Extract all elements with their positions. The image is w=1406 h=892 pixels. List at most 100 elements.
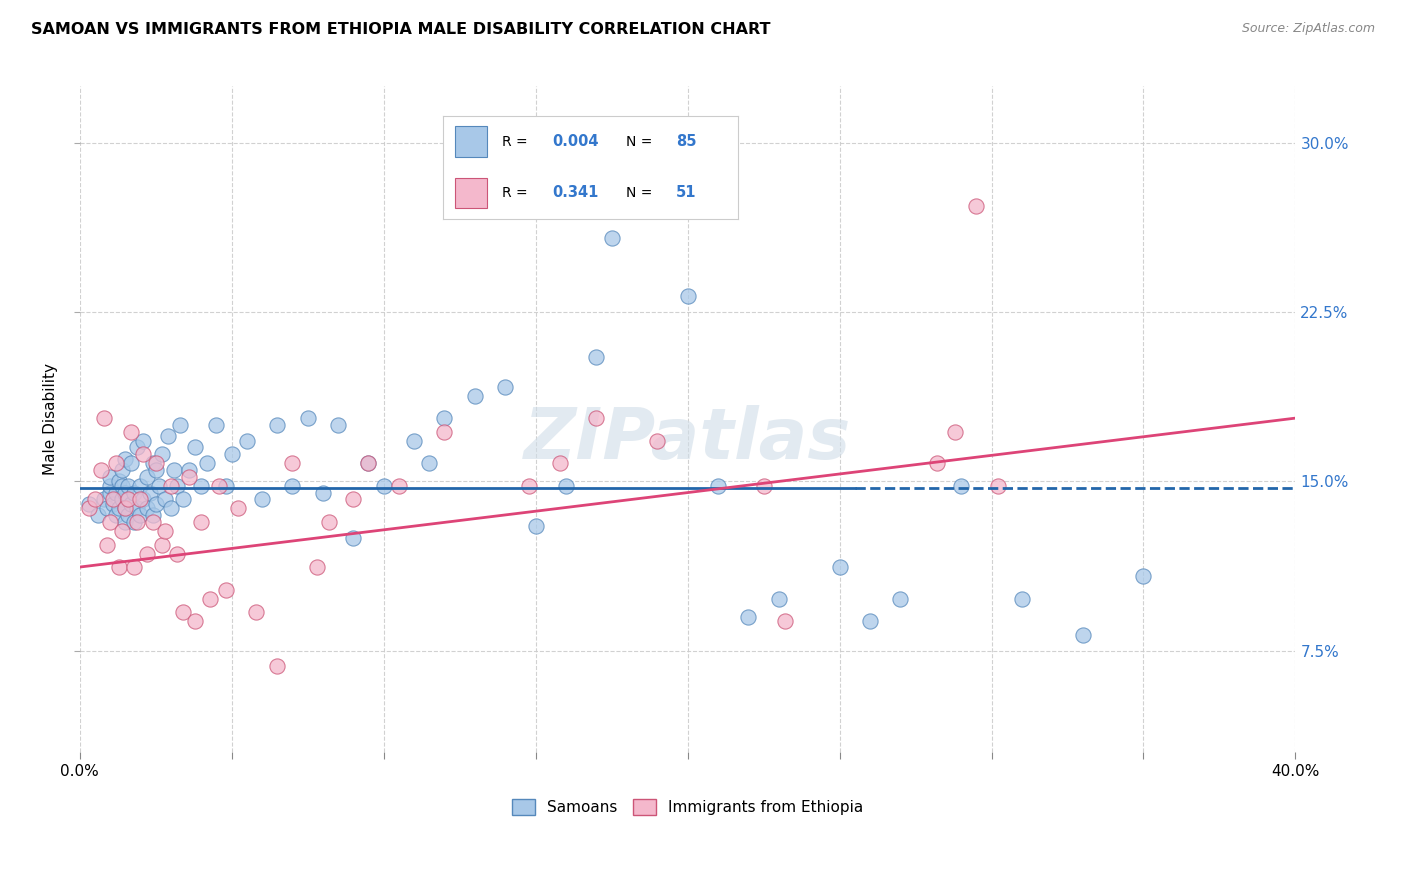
Point [105, 485, 128, 500]
Point [117, 479, 139, 493]
Point [555, 479, 578, 493]
Legend: Samoans, Immigrants from Ethiopia: Samoans, Immigrants from Ethiopia [506, 793, 869, 821]
Point [77, 501, 100, 516]
Point [163, 463, 186, 477]
Point [245, 605, 267, 619]
Point [114, 501, 136, 516]
Point [156, 429, 179, 443]
Point [172, 605, 194, 619]
Point [160, 479, 183, 493]
Point [433, 425, 456, 439]
Point [342, 492, 364, 507]
Bar [454, 178, 486, 208]
Point [90, 463, 112, 477]
Point [943, 425, 966, 439]
Point [1011, 591, 1033, 606]
Point [859, 614, 882, 628]
Point [114, 515, 136, 529]
Point [166, 479, 188, 493]
Point [388, 479, 411, 493]
Point [132, 492, 155, 507]
Point [169, 417, 191, 432]
Point [135, 501, 157, 516]
Point [108, 560, 131, 574]
Point [737, 609, 759, 624]
Point [120, 456, 142, 470]
Point [93, 492, 115, 507]
Point [357, 456, 380, 470]
Point [153, 524, 176, 538]
Point [342, 531, 364, 545]
Point [142, 456, 165, 470]
Point [150, 537, 173, 551]
Point [707, 479, 730, 493]
Point [83, 492, 105, 507]
Point [200, 591, 222, 606]
Text: ZIPatlas: ZIPatlas [524, 405, 851, 474]
Text: SAMOAN VS IMMIGRANTS FROM ETHIOPIA MALE DISABILITY CORRELATION CHART: SAMOAN VS IMMIGRANTS FROM ETHIOPIA MALE … [31, 22, 770, 37]
Point [357, 456, 380, 470]
Point [214, 582, 236, 597]
Text: Source: ZipAtlas.com: Source: ZipAtlas.com [1241, 22, 1375, 36]
Point [148, 479, 170, 493]
Point [1132, 569, 1154, 583]
Point [87, 508, 110, 523]
Point [548, 456, 571, 470]
Point [145, 497, 167, 511]
Point [773, 614, 796, 628]
Point [305, 560, 328, 574]
Point [124, 515, 146, 529]
Text: R =: R = [502, 135, 531, 149]
Text: N =: N = [626, 186, 657, 200]
Point [142, 508, 165, 523]
Point [828, 560, 851, 574]
Point [418, 456, 440, 470]
Text: N =: N = [626, 135, 657, 149]
Point [645, 434, 668, 448]
Point [768, 591, 790, 606]
Point [318, 515, 340, 529]
Point [132, 434, 155, 448]
Point [214, 479, 236, 493]
Point [177, 463, 200, 477]
Point [889, 591, 911, 606]
Point [96, 537, 118, 551]
Point [585, 411, 607, 425]
Point [98, 479, 121, 493]
Point [142, 515, 165, 529]
Point [250, 492, 273, 507]
Point [494, 379, 516, 393]
Point [184, 614, 207, 628]
Point [124, 485, 146, 500]
Text: 51: 51 [676, 186, 696, 201]
Point [676, 289, 699, 303]
Point [145, 456, 167, 470]
Point [190, 515, 212, 529]
Point [925, 456, 948, 470]
Point [114, 485, 136, 500]
Point [108, 475, 131, 489]
Point [987, 479, 1010, 493]
Point [326, 417, 349, 432]
Point [127, 515, 149, 529]
Point [120, 497, 142, 511]
Point [96, 501, 118, 516]
Point [236, 434, 259, 448]
Point [129, 479, 152, 493]
Point [98, 485, 121, 500]
Point [190, 479, 212, 493]
Point [114, 501, 136, 516]
Bar [454, 126, 486, 157]
Point [524, 519, 547, 533]
Point [221, 447, 243, 461]
Point [172, 492, 194, 507]
Point [127, 501, 149, 516]
Point [98, 470, 121, 484]
Point [965, 199, 987, 213]
Point [153, 492, 176, 507]
Text: R =: R = [502, 186, 531, 200]
Point [585, 350, 607, 364]
Point [132, 447, 155, 461]
Point [266, 417, 288, 432]
Point [120, 425, 142, 439]
